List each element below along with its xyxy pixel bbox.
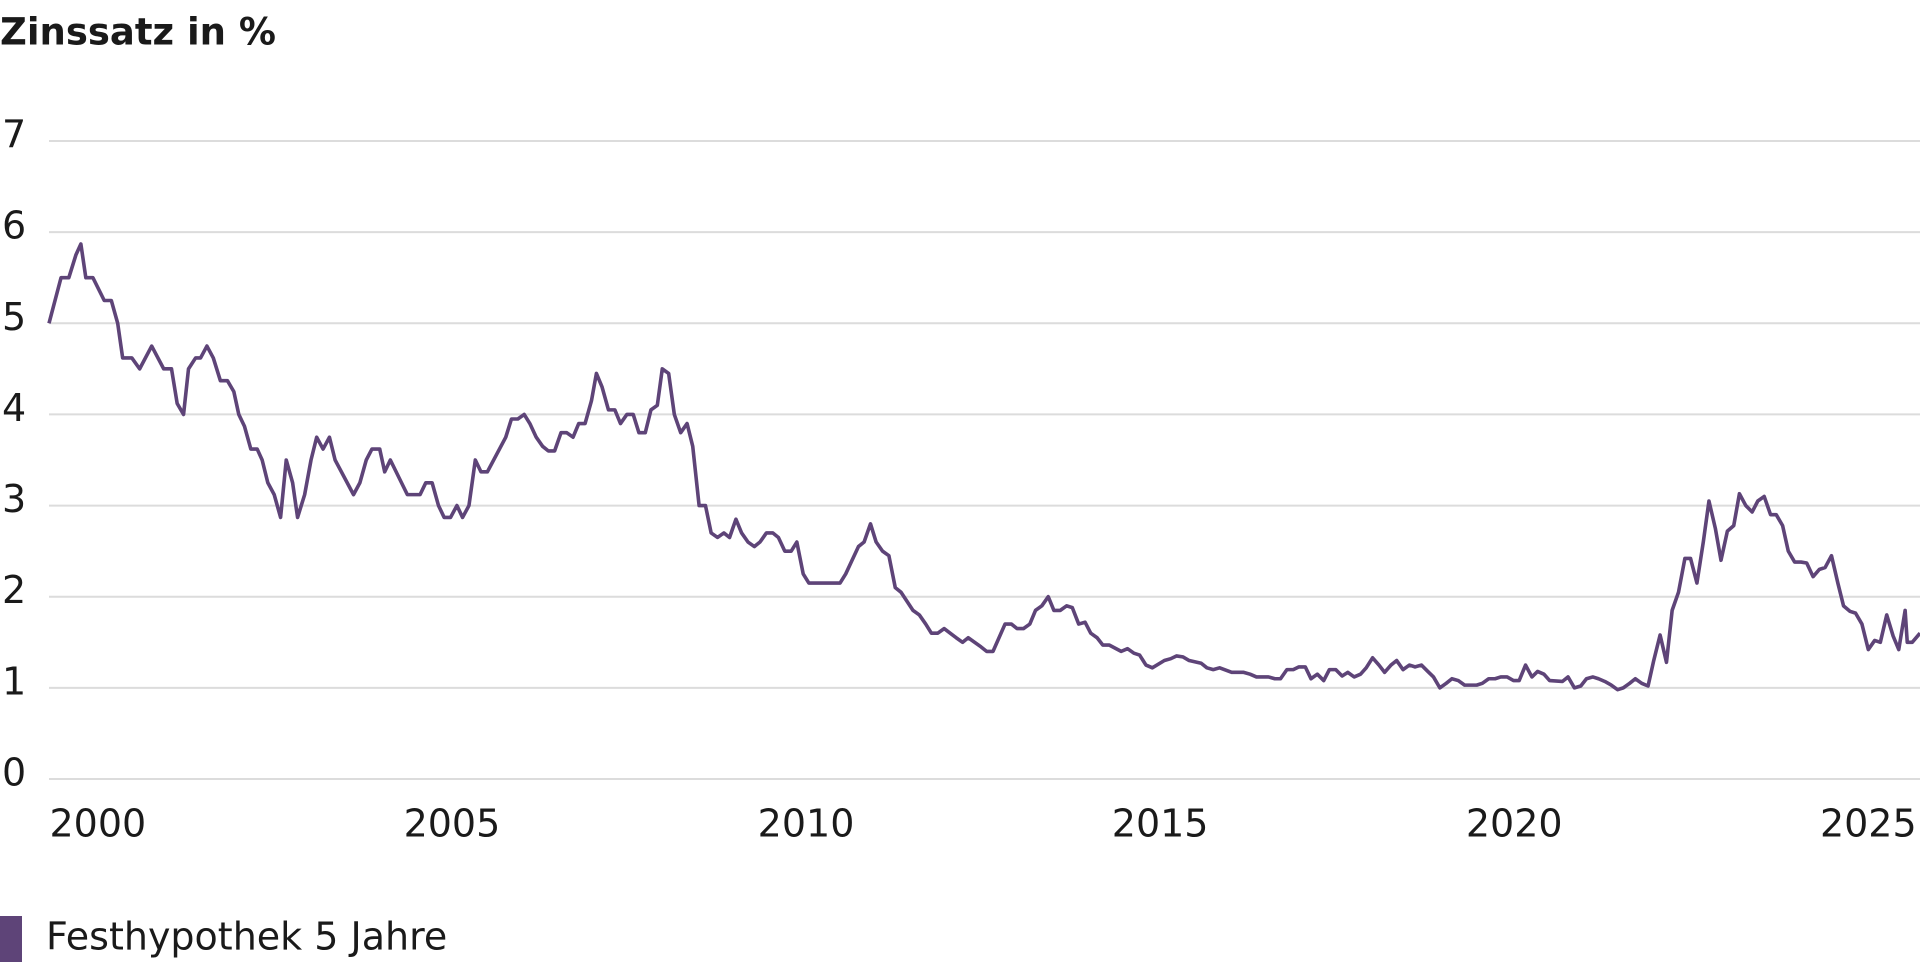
x-tick-label: 2020	[1466, 802, 1563, 846]
y-tick-label: 6	[2, 204, 26, 248]
y-tick-label: 2	[2, 568, 26, 612]
legend-label: Festhypothek 5 Jahre	[46, 915, 447, 959]
y-tick-label: 7	[2, 113, 26, 157]
y-tick-label: 4	[2, 386, 26, 430]
x-tick-label: 2000	[50, 802, 147, 846]
x-tick-label: 2005	[404, 802, 501, 846]
x-tick-label: 2010	[758, 802, 855, 846]
data-line	[47, 242, 1920, 692]
y-tick-label: 1	[2, 659, 26, 703]
legend-swatch	[0, 916, 22, 962]
y-tick-label: 0	[2, 751, 26, 795]
y-tick-label: 5	[2, 295, 26, 339]
x-tick-label: 2015	[1112, 802, 1209, 846]
x-tick-label: 2025	[1820, 802, 1917, 846]
y-tick-label: 3	[2, 477, 26, 521]
chart-title: Zinssatz in %	[0, 11, 276, 54]
